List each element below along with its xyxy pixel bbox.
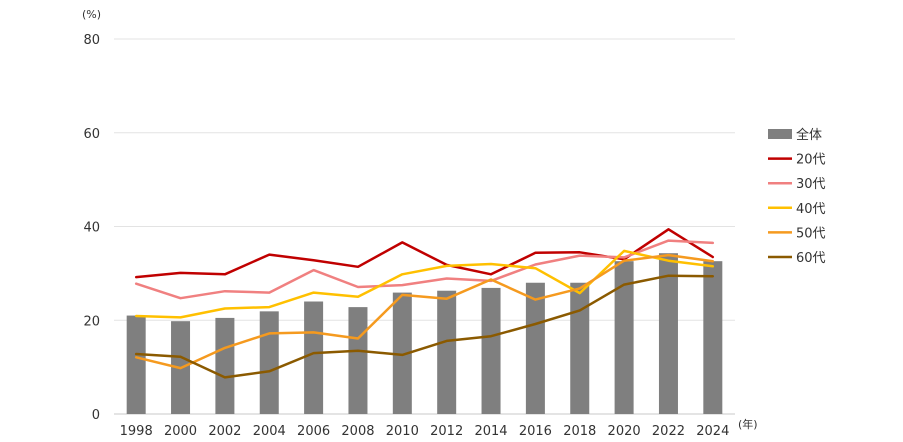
legend-label: 40代: [796, 202, 826, 217]
bar-2006: [304, 301, 324, 414]
x-axis-ticks: 1998 2000 2002 2004 2006 2008 2010 2012 2014 2016…: [120, 424, 730, 439]
bar-2020: [614, 261, 634, 414]
y-tick-label: 0: [92, 408, 100, 423]
line-series-5: [134, 274, 715, 379]
x-tick-label: 2024: [696, 424, 729, 439]
bar-2018: [570, 282, 590, 414]
line-series-4: [134, 253, 715, 370]
x-tick-label: 2020: [608, 424, 641, 439]
x-axis-unit-label: (年): [738, 417, 758, 431]
x-tick-label: 2010: [386, 424, 419, 439]
bar-2014: [481, 287, 501, 414]
bar-2012: [437, 290, 457, 414]
y-tick-label: 80: [83, 33, 100, 48]
legend-label: 20代: [796, 153, 826, 168]
y-tick-label: 20: [83, 314, 100, 329]
x-tick-label: 2006: [297, 424, 330, 439]
line-series-3: [134, 249, 715, 319]
bar-2002: [215, 317, 235, 414]
legend-label: 全体: [796, 127, 822, 143]
bar-2024: [703, 261, 723, 414]
legend-label: 60代: [796, 251, 826, 266]
legend-swatch-bar: [768, 129, 792, 139]
x-tick-label: 2008: [341, 424, 374, 439]
legend: 全体 20代 30代 40代 50代 60代: [768, 127, 826, 266]
gridlines: [114, 38, 735, 415]
bar-2008: [348, 307, 368, 414]
bar-2016: [525, 282, 545, 414]
x-tick-label: 2000: [164, 424, 197, 439]
y-axis-unit-label: (%): [82, 8, 101, 21]
bar-2004: [259, 311, 279, 414]
y-tick-label: 60: [83, 127, 100, 142]
x-tick-label: 2016: [519, 424, 552, 439]
bar-2010: [392, 292, 412, 414]
legend-label: 30代: [796, 177, 826, 192]
y-tick-label: 40: [83, 221, 100, 236]
x-tick-label: 2014: [474, 424, 507, 439]
line-series: [134, 228, 715, 379]
x-tick-label: 2004: [253, 424, 286, 439]
legend-label: 50代: [796, 226, 826, 241]
bar-series: [126, 253, 723, 414]
bar-2022: [658, 253, 678, 414]
x-tick-label: 2012: [430, 424, 463, 439]
x-tick-label: 2018: [563, 424, 596, 439]
y-axis-ticks: 0 20 40 60 80: [83, 33, 100, 423]
bar-1998: [126, 315, 146, 414]
x-tick-label: 2022: [652, 424, 685, 439]
x-tick-label: 1998: [120, 424, 153, 439]
x-tick-label: 2002: [208, 424, 241, 439]
